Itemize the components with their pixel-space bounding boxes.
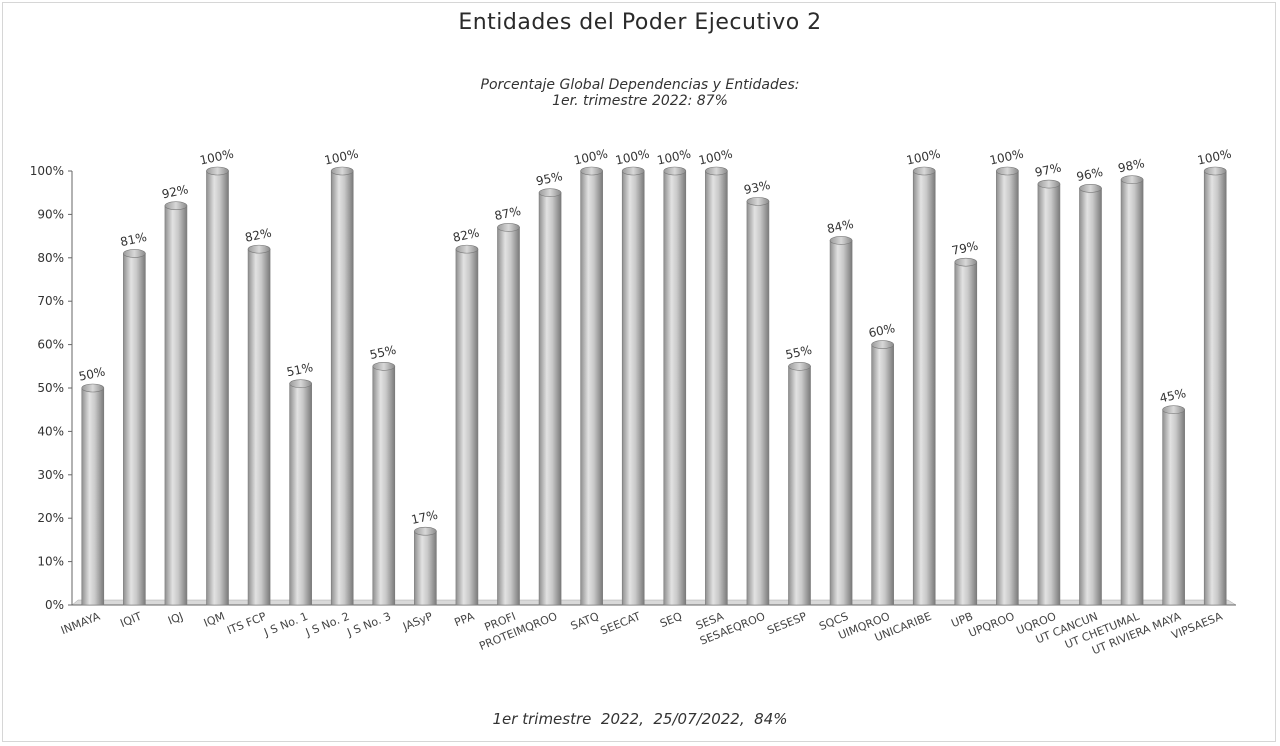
y-tick-label: 80%: [37, 251, 64, 265]
bar: [372, 361, 396, 606]
chart-floor: [71, 599, 1237, 606]
y-tick-label: 0%: [45, 598, 64, 612]
bar: [1037, 179, 1061, 606]
y-tick-label: 20%: [37, 511, 64, 525]
data-label: 100%: [905, 147, 941, 168]
y-tick-label: 70%: [37, 294, 64, 308]
x-tick-label: PPA: [453, 610, 477, 630]
data-label: 96%: [1075, 165, 1104, 184]
bar: [621, 166, 645, 606]
bar: [414, 526, 437, 606]
bar: [330, 166, 354, 606]
data-label: 87%: [493, 204, 522, 223]
data-label: 100%: [323, 147, 359, 168]
x-tick-label: SEQ: [658, 610, 684, 631]
bar: [871, 340, 894, 606]
y-tick-label: 10%: [37, 555, 64, 569]
x-tick-label: IQM: [202, 610, 227, 630]
data-label: 84%: [826, 217, 855, 236]
y-tick-label: 60%: [37, 338, 64, 352]
bar: [705, 166, 728, 606]
x-tick-label: SEECAT: [599, 610, 643, 638]
data-label: 93%: [743, 178, 772, 197]
x-tick-label: SATQ: [569, 610, 601, 633]
x-tick-label: J S No. 1: [261, 610, 309, 640]
x-tick-label: J S No. 2: [303, 610, 351, 640]
bar: [996, 166, 1019, 606]
bar: [206, 166, 229, 606]
subtitle-line-2: 1er. trimestre 2022: 87%: [552, 93, 728, 109]
axes: 0% 10% 20% 30% 40% 50% 60% 70% 80% 90% 100%: [30, 164, 1237, 612]
data-label: 60%: [867, 321, 896, 340]
data-label: 17%: [410, 508, 439, 527]
data-label: 50%: [77, 364, 106, 383]
x-tick-label: IQIT: [118, 610, 143, 630]
chart-title: Entidades del Poder Ejecutivo 2: [458, 10, 822, 35]
bar: [1203, 166, 1227, 606]
bar: [1162, 405, 1185, 606]
data-label: 45%: [1158, 386, 1187, 405]
data-label: 100%: [573, 147, 609, 168]
x-tick-label: INMAYA: [59, 610, 102, 638]
bar: [123, 249, 146, 606]
y-tick-label: 30%: [37, 468, 64, 482]
bar: [1120, 175, 1144, 606]
bar: [954, 257, 978, 606]
bar: [497, 223, 520, 606]
y-tick-label: 50%: [37, 381, 64, 395]
data-label: 100%: [988, 147, 1024, 168]
data-label: 95%: [535, 169, 564, 188]
data-label: 55%: [784, 343, 813, 362]
bar: [829, 236, 853, 606]
data-label: 97%: [1034, 160, 1063, 179]
bar: [788, 361, 811, 606]
chart-footer: 1er trimestre 2022, 25/07/2022, 84%: [492, 710, 788, 728]
x-tick-label: ITS FCP: [225, 610, 268, 638]
x-tick-label: SESESP: [765, 610, 809, 638]
data-label: 92%: [161, 182, 190, 201]
data-label: 98%: [1117, 156, 1146, 175]
bar: [912, 166, 936, 606]
bar: [164, 201, 188, 606]
data-label: 100%: [656, 147, 692, 168]
data-label: 81%: [119, 230, 148, 249]
y-tick-label: 100%: [30, 164, 64, 178]
bar: [1079, 184, 1102, 606]
bar: [746, 197, 770, 606]
bar: [580, 166, 603, 606]
x-tick-label: UPQROO: [967, 610, 1017, 640]
data-label: 51%: [285, 360, 314, 379]
data-label: 100%: [614, 147, 650, 168]
chart-subtitle: Porcentaje Global Dependencias y Entidad…: [0, 77, 1280, 109]
bars: [81, 166, 1227, 606]
x-tick-label: J S No. 3: [344, 610, 392, 640]
bar: [289, 379, 312, 606]
bar: [663, 166, 687, 606]
subtitle-line-1: Porcentaje Global Dependencias y Entidad…: [480, 77, 800, 93]
bar: [455, 244, 479, 606]
bar: [81, 383, 105, 606]
bar: [247, 244, 271, 606]
x-tick-label: IQJ: [166, 610, 185, 628]
y-tick-label: 90%: [37, 207, 64, 221]
data-label: 100%: [1196, 147, 1232, 168]
x-tick-label: JASyP: [400, 610, 435, 634]
bar: [538, 188, 562, 606]
data-label: 82%: [452, 226, 481, 245]
y-tick-label: 40%: [37, 424, 64, 438]
data-label: 82%: [244, 226, 273, 245]
data-label: 100%: [198, 147, 234, 168]
data-label: 79%: [950, 239, 979, 258]
data-label: 100%: [697, 147, 733, 168]
data-label: 55%: [368, 343, 397, 362]
